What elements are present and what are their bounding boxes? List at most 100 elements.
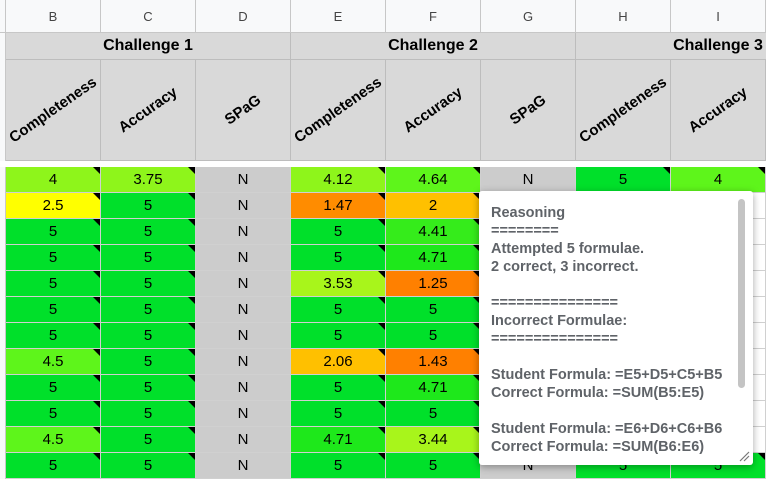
grid-cell[interactable]: 4.71 [291, 427, 386, 453]
grid-cell[interactable]: N [196, 453, 291, 479]
grid-cell[interactable]: 5 [101, 427, 196, 453]
grid-cell[interactable]: N [196, 219, 291, 245]
grid-cell[interactable]: N [196, 401, 291, 427]
grid-cell[interactable]: N [196, 297, 291, 323]
grid-cell[interactable]: 5 [6, 245, 101, 271]
subheader-label: Accuracy [115, 83, 181, 137]
grid-cell[interactable]: 5 [101, 349, 196, 375]
subheader-label: Completeness [291, 73, 385, 147]
grid-cell[interactable]: 5 [101, 297, 196, 323]
note-scrollbar[interactable] [738, 199, 745, 388]
grid-cell[interactable]: 5 [576, 167, 671, 193]
grid-cell[interactable]: 5 [6, 219, 101, 245]
grid-cell[interactable]: 5 [386, 453, 481, 479]
grid-cell[interactable]: 5 [291, 375, 386, 401]
grid-cell[interactable]: 2.5 [6, 193, 101, 219]
grid-cell[interactable]: 4.41 [386, 219, 481, 245]
row-header-stub[interactable] [0, 401, 6, 427]
grid-cell[interactable]: N [481, 167, 576, 193]
subheader-label: SPaG [221, 91, 265, 129]
row-header-stub[interactable] [0, 427, 6, 453]
row-header-stub[interactable] [0, 219, 6, 245]
subheader-completeness-b: Completeness [6, 60, 101, 161]
grid-cell[interactable]: 5 [101, 245, 196, 271]
grid-cell[interactable]: 5 [101, 271, 196, 297]
grid-cell[interactable]: 4 [671, 167, 766, 193]
grid-cell[interactable]: 5 [6, 323, 101, 349]
row-header-stub[interactable] [0, 193, 6, 219]
subheader-label: Accuracy [685, 83, 751, 137]
row-header-stub[interactable] [0, 167, 6, 193]
grid-cell[interactable]: 5 [101, 375, 196, 401]
grid-cell[interactable]: N [196, 193, 291, 219]
grid-cell[interactable]: 5 [291, 245, 386, 271]
column-header-e[interactable]: E [291, 0, 386, 33]
grid-cell[interactable]: 5 [386, 323, 481, 349]
grid-cell[interactable]: 4.5 [6, 349, 101, 375]
column-header-h[interactable]: H [576, 0, 671, 33]
grid-cell[interactable]: N [196, 167, 291, 193]
subheader-spag-d: SPaG [196, 60, 291, 161]
grid-cell[interactable]: 1.43 [386, 349, 481, 375]
grid-cell[interactable]: 1.25 [386, 271, 481, 297]
grid-cell[interactable]: 5 [6, 375, 101, 401]
column-header-f[interactable]: F [386, 0, 481, 33]
grid-cell[interactable]: 5 [291, 453, 386, 479]
grid-cell[interactable]: 4.12 [291, 167, 386, 193]
row-header-stub[interactable] [0, 349, 6, 375]
row-header-stub [0, 33, 6, 161]
subheader-completeness-e: Completeness [291, 60, 386, 161]
grid-cell[interactable]: 5 [386, 297, 481, 323]
grid-cell[interactable]: 5 [291, 401, 386, 427]
column-header-d[interactable]: D [196, 0, 291, 33]
frozen-divider [6, 161, 766, 167]
grid-cell[interactable]: 5 [291, 297, 386, 323]
grid-cell[interactable]: 3.53 [291, 271, 386, 297]
grid-cell[interactable]: 5 [291, 219, 386, 245]
column-header-b[interactable]: B [6, 0, 101, 33]
grid-cell[interactable]: 4.64 [386, 167, 481, 193]
grid-cell[interactable]: 3.44 [386, 427, 481, 453]
grid-cell[interactable]: N [196, 323, 291, 349]
grid-cell[interactable]: 5 [291, 323, 386, 349]
select-all-corner[interactable] [0, 0, 6, 33]
column-header-g[interactable]: G [481, 0, 576, 33]
grid-cell[interactable]: 5 [6, 271, 101, 297]
grid-cell[interactable]: 5 [101, 219, 196, 245]
grid-cell[interactable]: 4.5 [6, 427, 101, 453]
grid-cell[interactable]: 5 [6, 297, 101, 323]
subheader-accuracy-i: Accuracy [671, 60, 766, 161]
cell-note-popup[interactable]: Reasoning ======== Attempted 5 formulae.… [479, 191, 753, 465]
grid-cell[interactable]: 2.06 [291, 349, 386, 375]
grid-cell[interactable]: 4.71 [386, 375, 481, 401]
grid-cell[interactable]: N [196, 271, 291, 297]
row-header-stub[interactable] [0, 297, 6, 323]
grid-cell[interactable]: 1.47 [291, 193, 386, 219]
grid-cell[interactable]: 3.75 [101, 167, 196, 193]
grid-cell[interactable]: 5 [101, 323, 196, 349]
grid-cell[interactable]: 5 [386, 401, 481, 427]
grid-cell[interactable]: 5 [101, 193, 196, 219]
challenge-header-3: Challenge 3 [576, 33, 766, 60]
column-header-i[interactable]: I [671, 0, 766, 33]
row-header-stub[interactable] [0, 323, 6, 349]
row-header-stub[interactable] [0, 453, 6, 479]
grid-cell[interactable]: 5 [6, 401, 101, 427]
grid-cell[interactable]: 5 [101, 401, 196, 427]
row-header-stub[interactable] [0, 375, 6, 401]
column-header-c[interactable]: C [101, 0, 196, 33]
challenge-header-2: Challenge 2 [291, 33, 576, 60]
grid-cell[interactable]: 5 [6, 453, 101, 479]
grid-cell[interactable]: N [196, 245, 291, 271]
row-header-stub[interactable] [0, 245, 6, 271]
grid-cell[interactable]: N [196, 349, 291, 375]
grid-cell[interactable]: 2 [386, 193, 481, 219]
grid-cell[interactable]: N [196, 427, 291, 453]
subheader-accuracy-c: Accuracy [101, 60, 196, 161]
grid-cell[interactable]: 4.71 [386, 245, 481, 271]
row-header-stub[interactable] [0, 271, 6, 297]
grid-cell[interactable]: 5 [101, 453, 196, 479]
grid-cell[interactable]: N [196, 375, 291, 401]
resize-handle-icon[interactable] [738, 450, 750, 462]
grid-cell[interactable]: 4 [6, 167, 101, 193]
